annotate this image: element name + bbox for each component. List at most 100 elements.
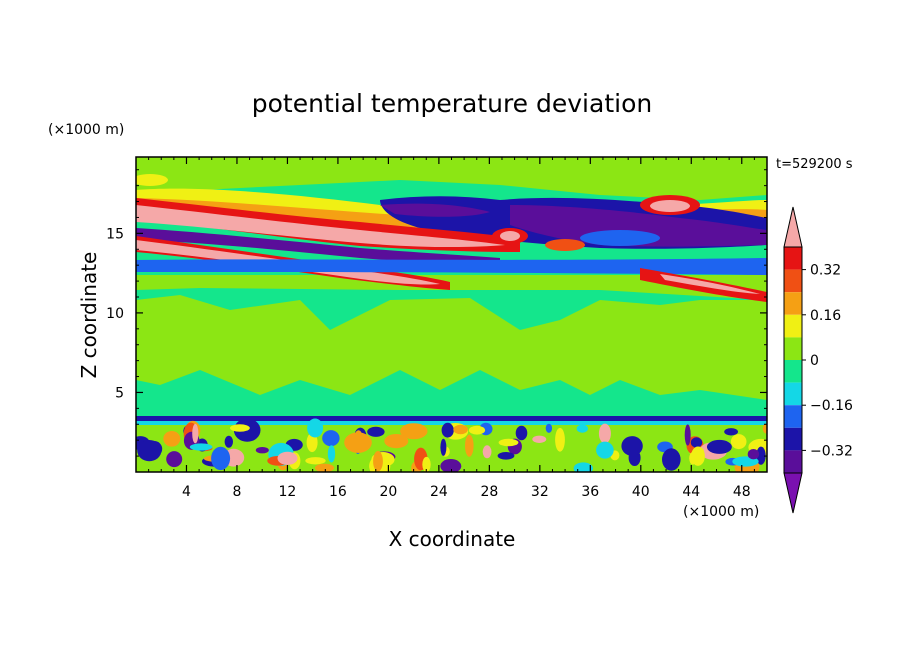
upper-purple-core <box>510 205 767 247</box>
lower-layer-blob <box>344 432 372 453</box>
lower-layer-blob <box>532 435 547 443</box>
lower-layer-blob <box>422 456 431 472</box>
lower-layer-blob <box>747 449 760 460</box>
colorbar-extend-min <box>783 472 803 514</box>
lower-layer-blob <box>730 434 747 450</box>
mid-layer-positive-patches <box>136 295 767 400</box>
lower-layer-blob <box>453 424 468 435</box>
colorbar-swatch <box>784 247 802 270</box>
colorbar-tick-label: −0.16 <box>810 398 853 414</box>
lower-layer-blob <box>277 451 298 465</box>
y-tick-label: 5 <box>115 385 124 401</box>
colorbar-swatch <box>784 382 802 406</box>
x-unit-label: (×1000 m) <box>683 504 759 520</box>
time-label: t=529200 s <box>776 157 853 172</box>
x-tick-label: 28 <box>480 484 498 500</box>
lower-layer-blob <box>598 423 611 444</box>
x-tick-label: 16 <box>329 484 347 500</box>
warm-blob-center-core <box>500 231 520 241</box>
lower-layer-top-cyan <box>136 421 767 425</box>
x-axis-label: X coordinate <box>389 527 516 551</box>
colorbar-swatch <box>784 450 802 473</box>
lower-layer-blob <box>465 434 474 457</box>
x-tick-label: 36 <box>581 484 599 500</box>
colorbar-swatch <box>784 360 802 383</box>
y-axis-ticks: 5 10 15 <box>106 169 767 457</box>
lower-layer-blob <box>314 463 335 472</box>
lower-layer-blob <box>684 424 691 446</box>
lower-layer-blob <box>189 443 213 451</box>
lower-layer-blob <box>691 446 705 466</box>
upper-purple-core-left <box>380 203 490 217</box>
lower-layer-blob <box>440 459 462 472</box>
warm-blob-upper-left <box>136 174 168 186</box>
x-tick-label: 44 <box>682 484 700 500</box>
lower-layer-blob <box>211 446 231 471</box>
lower-layer-blob <box>706 439 732 454</box>
lower-layer-blob <box>440 438 447 456</box>
x-axis-ticks: 4 8 12 16 20 24 28 32 36 40 44 48 <box>148 157 755 500</box>
lower-layer-blob <box>224 435 233 448</box>
lower-layer-blob <box>573 462 593 472</box>
upper-blue-band <box>136 258 767 275</box>
chart-title: potential temperature deviation <box>252 89 652 118</box>
x-tick-label: 20 <box>379 484 397 500</box>
lower-layer-blob <box>163 431 181 447</box>
lower-layer-blob <box>327 445 336 463</box>
lower-layer-blob <box>305 457 326 465</box>
colorbar-swatch <box>784 337 802 360</box>
colorbar-tick-label: 0.32 <box>810 263 841 279</box>
lower-layer-blob <box>724 428 738 436</box>
lower-layer-blob <box>367 426 385 437</box>
tilted-salmon-layer-1 <box>136 205 505 248</box>
colorbar-tick-label: −0.32 <box>810 443 853 459</box>
lower-layer-blob <box>255 447 269 454</box>
lower-layer-blob <box>192 423 199 444</box>
lower-layer-blob <box>441 422 454 438</box>
lower-layer-blob <box>166 451 183 468</box>
x-tick-label: 4 <box>182 484 191 500</box>
colorbar-tick-label: 0 <box>810 353 819 369</box>
x-tick-label: 40 <box>632 484 650 500</box>
x-tick-label: 8 <box>232 484 241 500</box>
lower-layer-blob <box>146 441 163 457</box>
lower-layer-blob <box>762 423 767 434</box>
colorbar-swatch <box>784 292 802 315</box>
lower-layer-blob <box>515 425 528 441</box>
lower-layer-blob <box>373 451 383 472</box>
lower-layer-blob <box>400 423 428 440</box>
lower-layer-blob <box>621 436 643 456</box>
y-unit-label: (×1000 m) <box>48 122 124 138</box>
x-tick-label: 24 <box>430 484 448 500</box>
lower-layer-blob <box>384 434 409 449</box>
y-tick-label: 15 <box>106 226 124 242</box>
lower-layer-blob <box>468 425 486 435</box>
colorbar: 0.32 0.16 0 −0.16 −0.32 <box>783 206 853 514</box>
lower-layer-blob <box>482 445 492 459</box>
warm-blob-right-2 <box>545 239 585 251</box>
right-salmon-layer <box>660 274 760 294</box>
colorbar-swatch <box>784 269 802 293</box>
y-tick-label: 10 <box>106 306 124 322</box>
lower-layer-blob <box>756 446 766 465</box>
lower-layer-blob <box>690 437 703 448</box>
lower-layer-blobs <box>136 418 767 472</box>
colorbar-swatch <box>784 314 802 338</box>
colorbar-swatch <box>784 427 802 451</box>
colorbar-swatch <box>784 405 802 428</box>
lower-layer-top-blue <box>136 416 767 421</box>
x-tick-label: 12 <box>279 484 297 500</box>
lower-layer-blob <box>662 448 681 471</box>
upper-light-green-band <box>136 157 767 200</box>
lower-layer-blob <box>576 424 588 433</box>
tilted-cold-layer-1 <box>136 228 500 264</box>
lower-layer-blob <box>307 418 324 438</box>
cold-blob-right <box>580 230 660 246</box>
mid-light-green-band <box>136 275 767 300</box>
lower-layer-blob <box>545 423 553 433</box>
lower-layer-blob <box>596 441 614 459</box>
lower-layer-blob <box>497 452 515 460</box>
lower-layer-blob <box>555 427 565 452</box>
x-tick-label: 48 <box>733 484 751 500</box>
